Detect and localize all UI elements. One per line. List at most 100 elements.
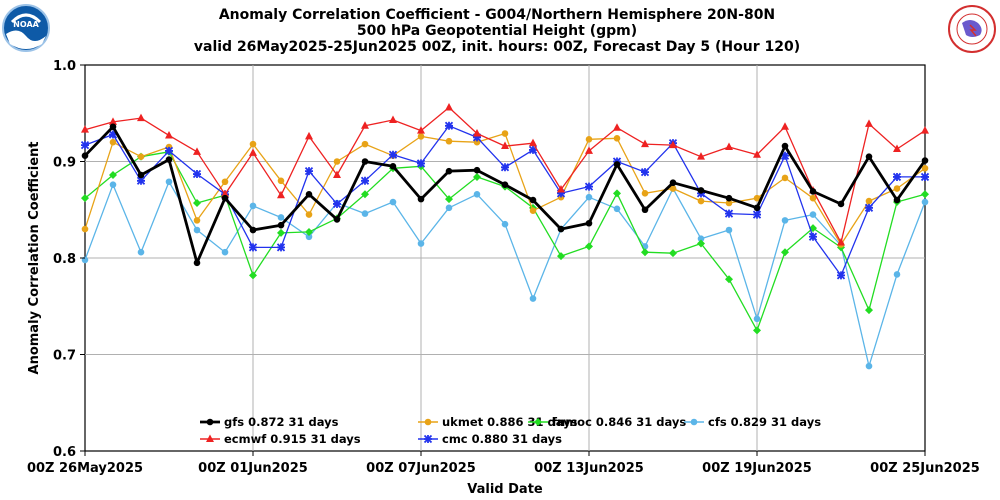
data-point-ukmet bbox=[333, 158, 341, 165]
data-point-ecmwf bbox=[137, 113, 145, 122]
data-point-gfs bbox=[529, 196, 537, 204]
data-point-gfs bbox=[809, 188, 817, 195]
y-tick-label: 0.6 bbox=[53, 445, 76, 460]
data-point-gfs bbox=[249, 226, 257, 234]
data-point-cfs bbox=[389, 198, 397, 206]
data-point-cfs bbox=[445, 204, 453, 212]
data-point-ukmet bbox=[809, 194, 817, 202]
data-point-cfs bbox=[781, 217, 789, 224]
data-point-ukmet bbox=[277, 177, 285, 185]
data-point-fnmoc bbox=[277, 228, 285, 237]
data-point-cmc bbox=[724, 209, 734, 218]
legend-marker-cfs bbox=[690, 418, 698, 426]
data-point-ecmwf bbox=[277, 190, 285, 199]
data-point-cfs bbox=[865, 362, 873, 370]
series-ukmet bbox=[81, 130, 929, 248]
legend-item-ukmet: ukmet 0.886 31 days bbox=[418, 415, 578, 429]
data-point-ecmwf bbox=[361, 121, 369, 129]
data-point-cmc bbox=[444, 121, 454, 130]
data-point-ecmwf bbox=[725, 142, 733, 151]
legend-item-cmc: cmc 0.880 31 days bbox=[418, 432, 562, 446]
data-point-fnmoc bbox=[585, 242, 593, 251]
data-point-ecmwf bbox=[249, 148, 257, 156]
data-point-cmc bbox=[808, 232, 818, 241]
data-point-cfs bbox=[305, 233, 313, 241]
data-point-gfs bbox=[305, 191, 313, 198]
data-point-ecmwf bbox=[333, 170, 341, 179]
data-point-cmc bbox=[528, 145, 538, 155]
data-point-ecmwf bbox=[641, 139, 649, 148]
data-point-fnmoc bbox=[473, 172, 481, 181]
data-point-gfs bbox=[893, 196, 901, 204]
data-point-gfs bbox=[921, 157, 929, 164]
data-point-cmc bbox=[164, 146, 174, 156]
legend-marker-ukmet bbox=[424, 418, 432, 426]
data-point-cmc bbox=[780, 151, 790, 160]
data-point-cmc bbox=[416, 159, 426, 168]
x-tick-label: 00Z 07Jun2025 bbox=[366, 461, 476, 476]
y-axis-ticks: 0.6 0.7 0.8 0.9 1.0 bbox=[53, 59, 85, 460]
data-point-ukmet bbox=[893, 185, 901, 192]
series-layer bbox=[80, 102, 930, 370]
data-point-cfs bbox=[809, 211, 817, 218]
data-point-ecmwf bbox=[529, 138, 537, 147]
data-point-ecmwf bbox=[305, 131, 313, 140]
data-point-ukmet bbox=[501, 130, 509, 137]
data-point-ecmwf bbox=[81, 125, 89, 133]
data-point-ukmet bbox=[641, 190, 649, 197]
legend-label-fnmoc: fnmoc 0.846 31 days bbox=[552, 415, 686, 429]
data-point-cfs bbox=[753, 315, 761, 323]
data-point-ecmwf bbox=[501, 141, 509, 150]
legend-marker-ecmwf bbox=[206, 434, 214, 442]
data-point-ukmet bbox=[81, 225, 89, 233]
x-tick-label: 00Z 19Jun2025 bbox=[702, 461, 812, 476]
data-point-ecmwf bbox=[753, 150, 761, 158]
series-gfs bbox=[81, 123, 929, 267]
data-point-ukmet bbox=[249, 140, 257, 148]
x-axis-label: Valid Date bbox=[467, 482, 543, 497]
data-point-fnmoc bbox=[305, 227, 313, 236]
legend-item-cfs: cfs 0.829 31 days bbox=[684, 415, 821, 429]
data-point-ukmet bbox=[697, 197, 705, 205]
data-point-fnmoc bbox=[725, 275, 733, 284]
data-point-ukmet bbox=[221, 178, 229, 186]
legend-marker-gfs bbox=[206, 418, 214, 426]
x-tick-label: 00Z 26May2025 bbox=[27, 461, 143, 476]
data-point-gfs bbox=[361, 158, 369, 165]
data-point-gfs bbox=[781, 142, 789, 150]
data-point-cfs bbox=[613, 205, 621, 213]
data-point-cmc bbox=[248, 243, 258, 252]
data-point-fnmoc bbox=[109, 171, 117, 180]
data-point-gfs bbox=[585, 219, 593, 227]
data-point-ecmwf bbox=[557, 184, 565, 193]
data-point-fnmoc bbox=[613, 189, 621, 198]
data-point-fnmoc bbox=[361, 190, 369, 199]
data-point-ukmet bbox=[529, 207, 537, 215]
data-point-cmc bbox=[920, 172, 930, 182]
data-point-cmc bbox=[304, 167, 314, 176]
data-point-ecmwf bbox=[585, 146, 593, 154]
data-point-gfs bbox=[221, 194, 229, 202]
data-point-cmc bbox=[752, 210, 762, 219]
data-point-ecmwf bbox=[417, 126, 425, 134]
data-point-gfs bbox=[501, 181, 509, 188]
data-point-fnmoc bbox=[81, 194, 89, 203]
data-point-cmc bbox=[836, 271, 846, 280]
data-point-gfs bbox=[81, 152, 89, 160]
data-point-fnmoc bbox=[781, 248, 789, 257]
y-tick-label: 0.7 bbox=[53, 349, 76, 364]
data-point-gfs bbox=[193, 259, 201, 267]
x-axis-ticks: 00Z 26May2025 00Z 01Jun2025 00Z 07Jun2025 0… bbox=[27, 451, 980, 476]
data-point-ukmet bbox=[473, 138, 481, 146]
data-point-ecmwf bbox=[445, 102, 453, 111]
data-point-ecmwf bbox=[697, 152, 705, 160]
nws-logo bbox=[948, 5, 996, 53]
data-point-fnmoc bbox=[697, 239, 705, 248]
legend-label-gfs: gfs 0.872 31 days bbox=[224, 415, 339, 429]
legend-item-ecmwf: ecmwf 0.915 31 days bbox=[200, 432, 361, 446]
chart-subtitle: 500 hPa Geopotential Height (gpm) bbox=[357, 23, 637, 39]
y-axis-label: Anomaly Correlation Coefficient bbox=[27, 142, 42, 375]
data-point-ukmet bbox=[725, 199, 733, 207]
x-tick-label: 00Z 13Jun2025 bbox=[534, 461, 644, 476]
data-point-ukmet bbox=[669, 185, 677, 192]
